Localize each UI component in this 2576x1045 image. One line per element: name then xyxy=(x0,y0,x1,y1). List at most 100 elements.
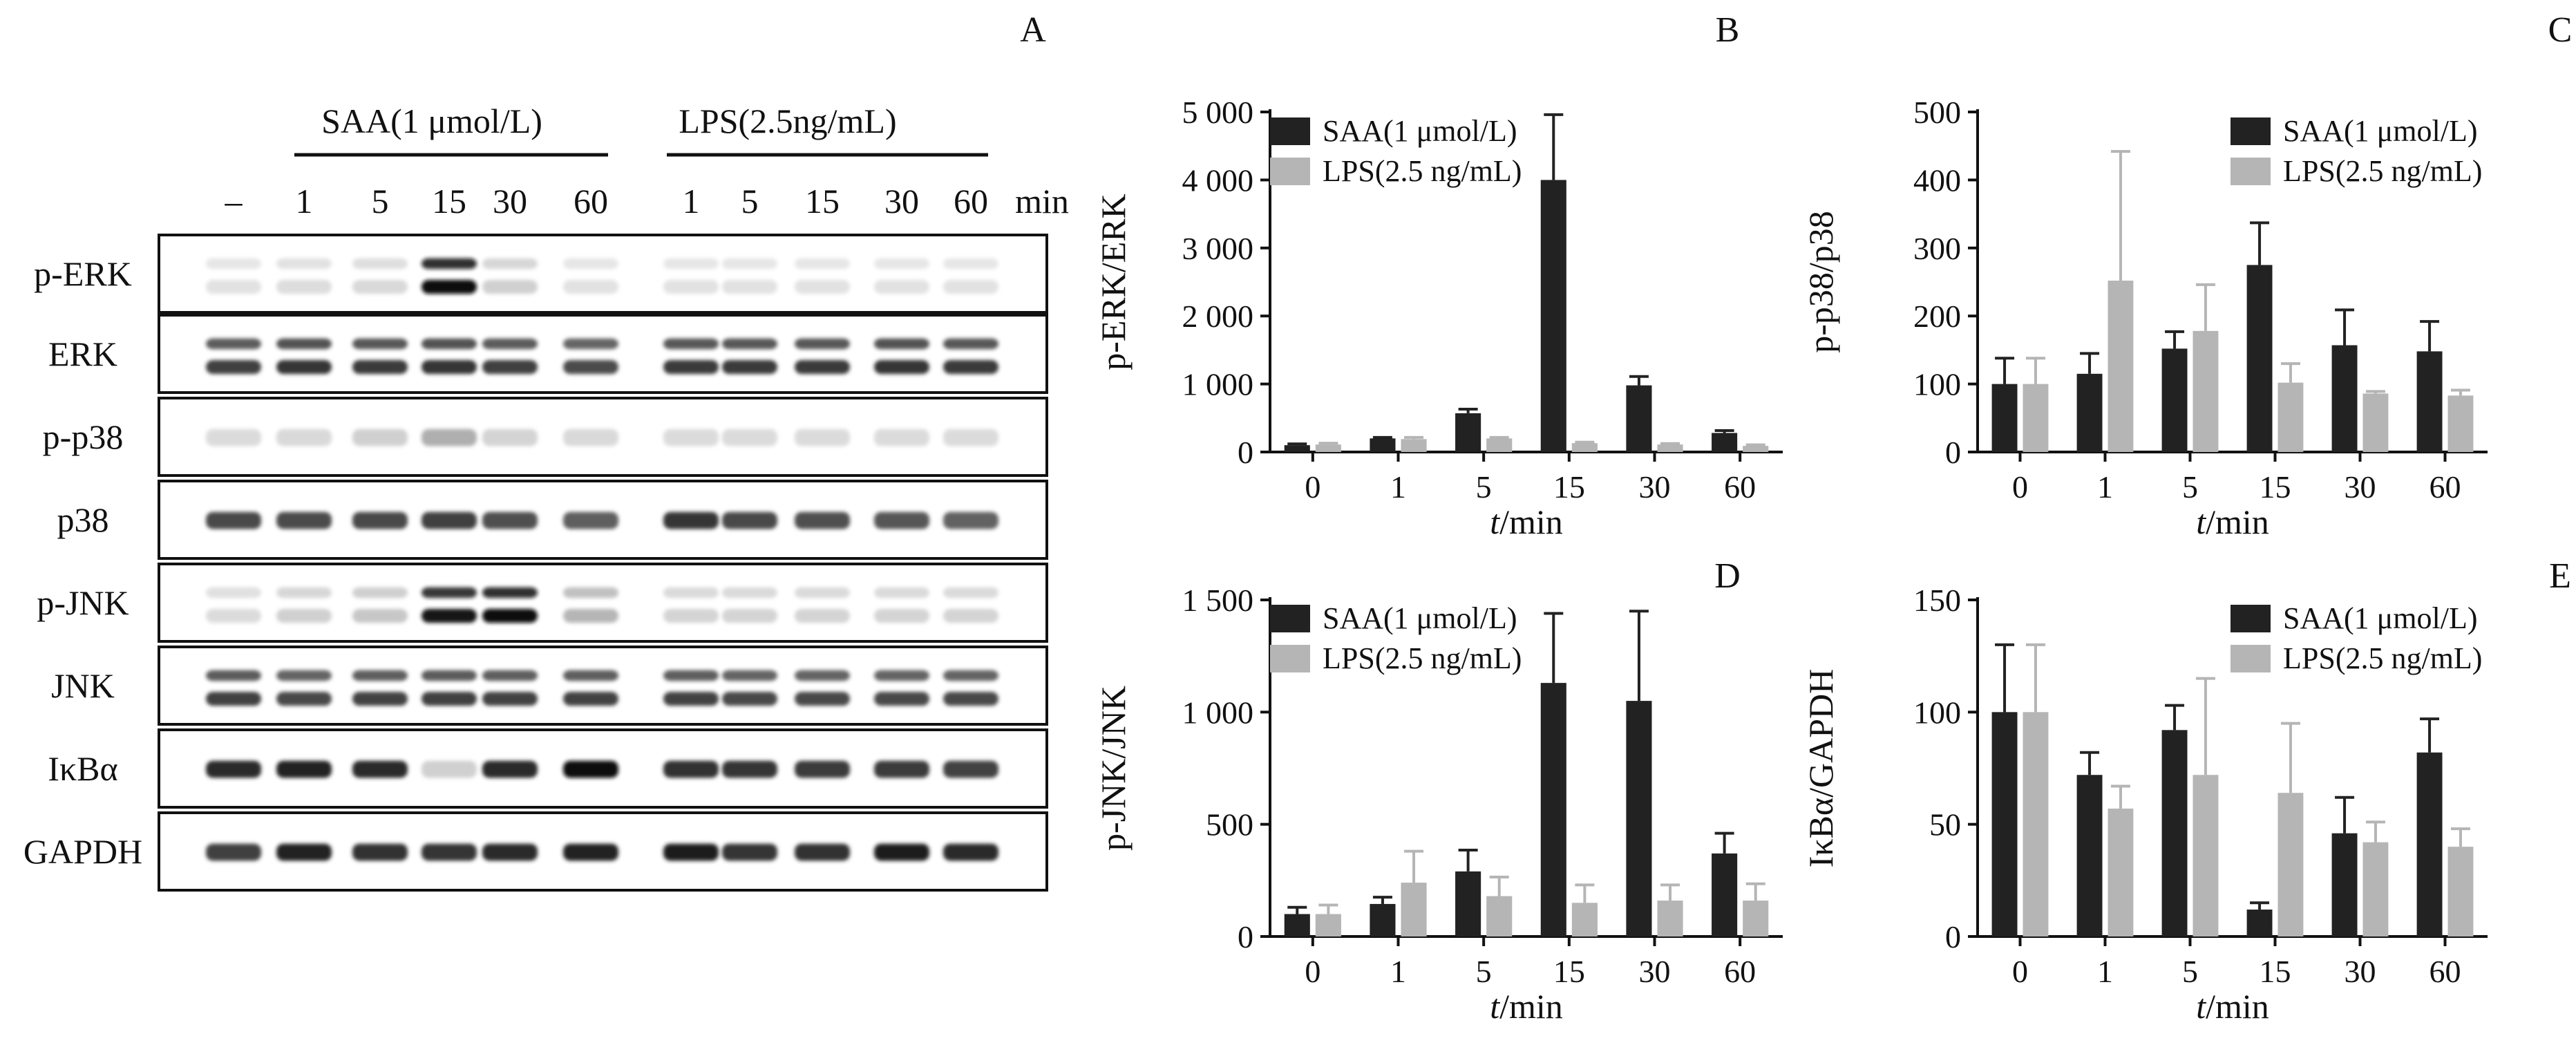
bar xyxy=(1370,903,1396,936)
x-tick-label: 60 xyxy=(1724,954,1756,989)
bar xyxy=(1540,683,1566,936)
x-tick-label: 5 xyxy=(1476,954,1492,989)
legend-label: LPS(2.5 ng/mL) xyxy=(1323,641,1522,675)
y-tick-label: 400 xyxy=(1913,162,1961,198)
blot-band xyxy=(943,511,998,529)
bar xyxy=(1284,914,1310,936)
blot-band xyxy=(874,338,929,350)
x-axis-label: t/min xyxy=(1490,502,1563,541)
x-axis-label-var: t xyxy=(2196,502,2206,541)
blot-band xyxy=(422,338,477,350)
blot-band xyxy=(795,359,850,375)
blot-band xyxy=(422,691,477,706)
bar xyxy=(1626,385,1652,452)
blot-band xyxy=(663,760,719,778)
blot-band xyxy=(482,608,538,623)
blot-band xyxy=(795,843,850,861)
blot-band xyxy=(795,338,850,350)
blot-band xyxy=(874,511,929,529)
y-tick-label: 1 000 xyxy=(1182,367,1254,402)
blot-band xyxy=(482,258,538,270)
legend-swatch xyxy=(1270,158,1310,185)
blot-row-label: p-JNK xyxy=(37,583,129,622)
blot-frame xyxy=(158,563,1048,643)
panel-label: C xyxy=(2548,10,2573,50)
blot-band xyxy=(352,587,408,599)
bar xyxy=(2076,373,2103,452)
blot-band xyxy=(482,429,538,446)
blot-band xyxy=(722,279,777,294)
bar xyxy=(2362,393,2389,452)
lane-label: 30 xyxy=(884,182,919,220)
blot-band xyxy=(563,279,618,294)
y-tick-label: 5 000 xyxy=(1182,95,1254,130)
blot-band xyxy=(722,429,777,446)
panel-label-a: A xyxy=(1020,10,1046,50)
blot-band xyxy=(563,843,618,861)
blot-band xyxy=(276,279,332,294)
blot-band xyxy=(563,760,618,778)
bar xyxy=(2161,348,2188,452)
bar xyxy=(1991,384,2018,452)
blot-band xyxy=(943,279,998,294)
legend-label: SAA(1 μmol/L) xyxy=(2283,114,2477,148)
x-tick-label: 1 xyxy=(2097,954,2113,989)
blot-row-label: JNK xyxy=(51,666,115,705)
blot-band xyxy=(276,429,332,446)
bar xyxy=(1571,903,1598,936)
blot-band xyxy=(663,587,719,599)
x-tick-label: 0 xyxy=(1305,954,1320,989)
blot-row-label: GAPDH xyxy=(23,832,142,871)
bar xyxy=(1370,438,1396,452)
lane-label: 60 xyxy=(954,182,988,220)
bar xyxy=(2023,712,2049,936)
blot-row: GAPDH xyxy=(23,811,1048,892)
y-tick-label: 0 xyxy=(1238,919,1253,954)
bar xyxy=(2108,281,2134,452)
blot-band xyxy=(722,670,777,681)
blot-band xyxy=(874,279,929,294)
blot-band xyxy=(663,670,719,681)
blot-band xyxy=(482,587,538,599)
panel-label: D xyxy=(1714,556,1741,596)
blot-band xyxy=(352,691,408,706)
blot-row: p-ERK xyxy=(34,234,1048,314)
blot-frame xyxy=(158,234,1048,314)
blot-band xyxy=(422,670,477,681)
y-tick-label: 1 000 xyxy=(1182,695,1254,730)
blot-band xyxy=(722,511,777,529)
y-tick-label: 500 xyxy=(1913,95,1961,130)
x-tick-label: 15 xyxy=(2260,469,2291,505)
bar xyxy=(2076,775,2103,936)
blot-band xyxy=(563,670,618,681)
y-axis-label: p-ERK/ERK xyxy=(1094,194,1133,370)
legend-swatch xyxy=(2231,605,2271,632)
x-tick-label: 1 xyxy=(1390,469,1406,505)
lane-label: 15 xyxy=(432,182,466,220)
blot-frame xyxy=(158,314,1048,394)
blot-band xyxy=(563,511,618,529)
x-axis-label-var: t xyxy=(1490,502,1500,541)
legend-swatch xyxy=(1270,645,1310,672)
bar xyxy=(2277,793,2304,936)
blot-band xyxy=(874,258,929,270)
bar xyxy=(2416,351,2443,452)
blot-band xyxy=(943,760,998,778)
legend-swatch xyxy=(2231,645,2271,672)
blot-band xyxy=(874,608,929,623)
legend-swatch xyxy=(1270,117,1310,145)
blot-band xyxy=(795,608,850,623)
blot-band xyxy=(352,608,408,623)
blot-band xyxy=(795,587,850,599)
bar xyxy=(2277,382,2304,452)
blot-band xyxy=(276,359,332,375)
y-axis-label: p-JNK/JNK xyxy=(1094,686,1133,851)
y-tick-label: 50 xyxy=(1929,807,1961,842)
blot-band xyxy=(482,359,538,375)
legend-label: LPS(2.5 ng/mL) xyxy=(2283,154,2482,188)
blot-band xyxy=(663,429,719,446)
x-tick-label: 15 xyxy=(1553,954,1585,989)
legend-label: SAA(1 μmol/L) xyxy=(1323,601,1517,635)
